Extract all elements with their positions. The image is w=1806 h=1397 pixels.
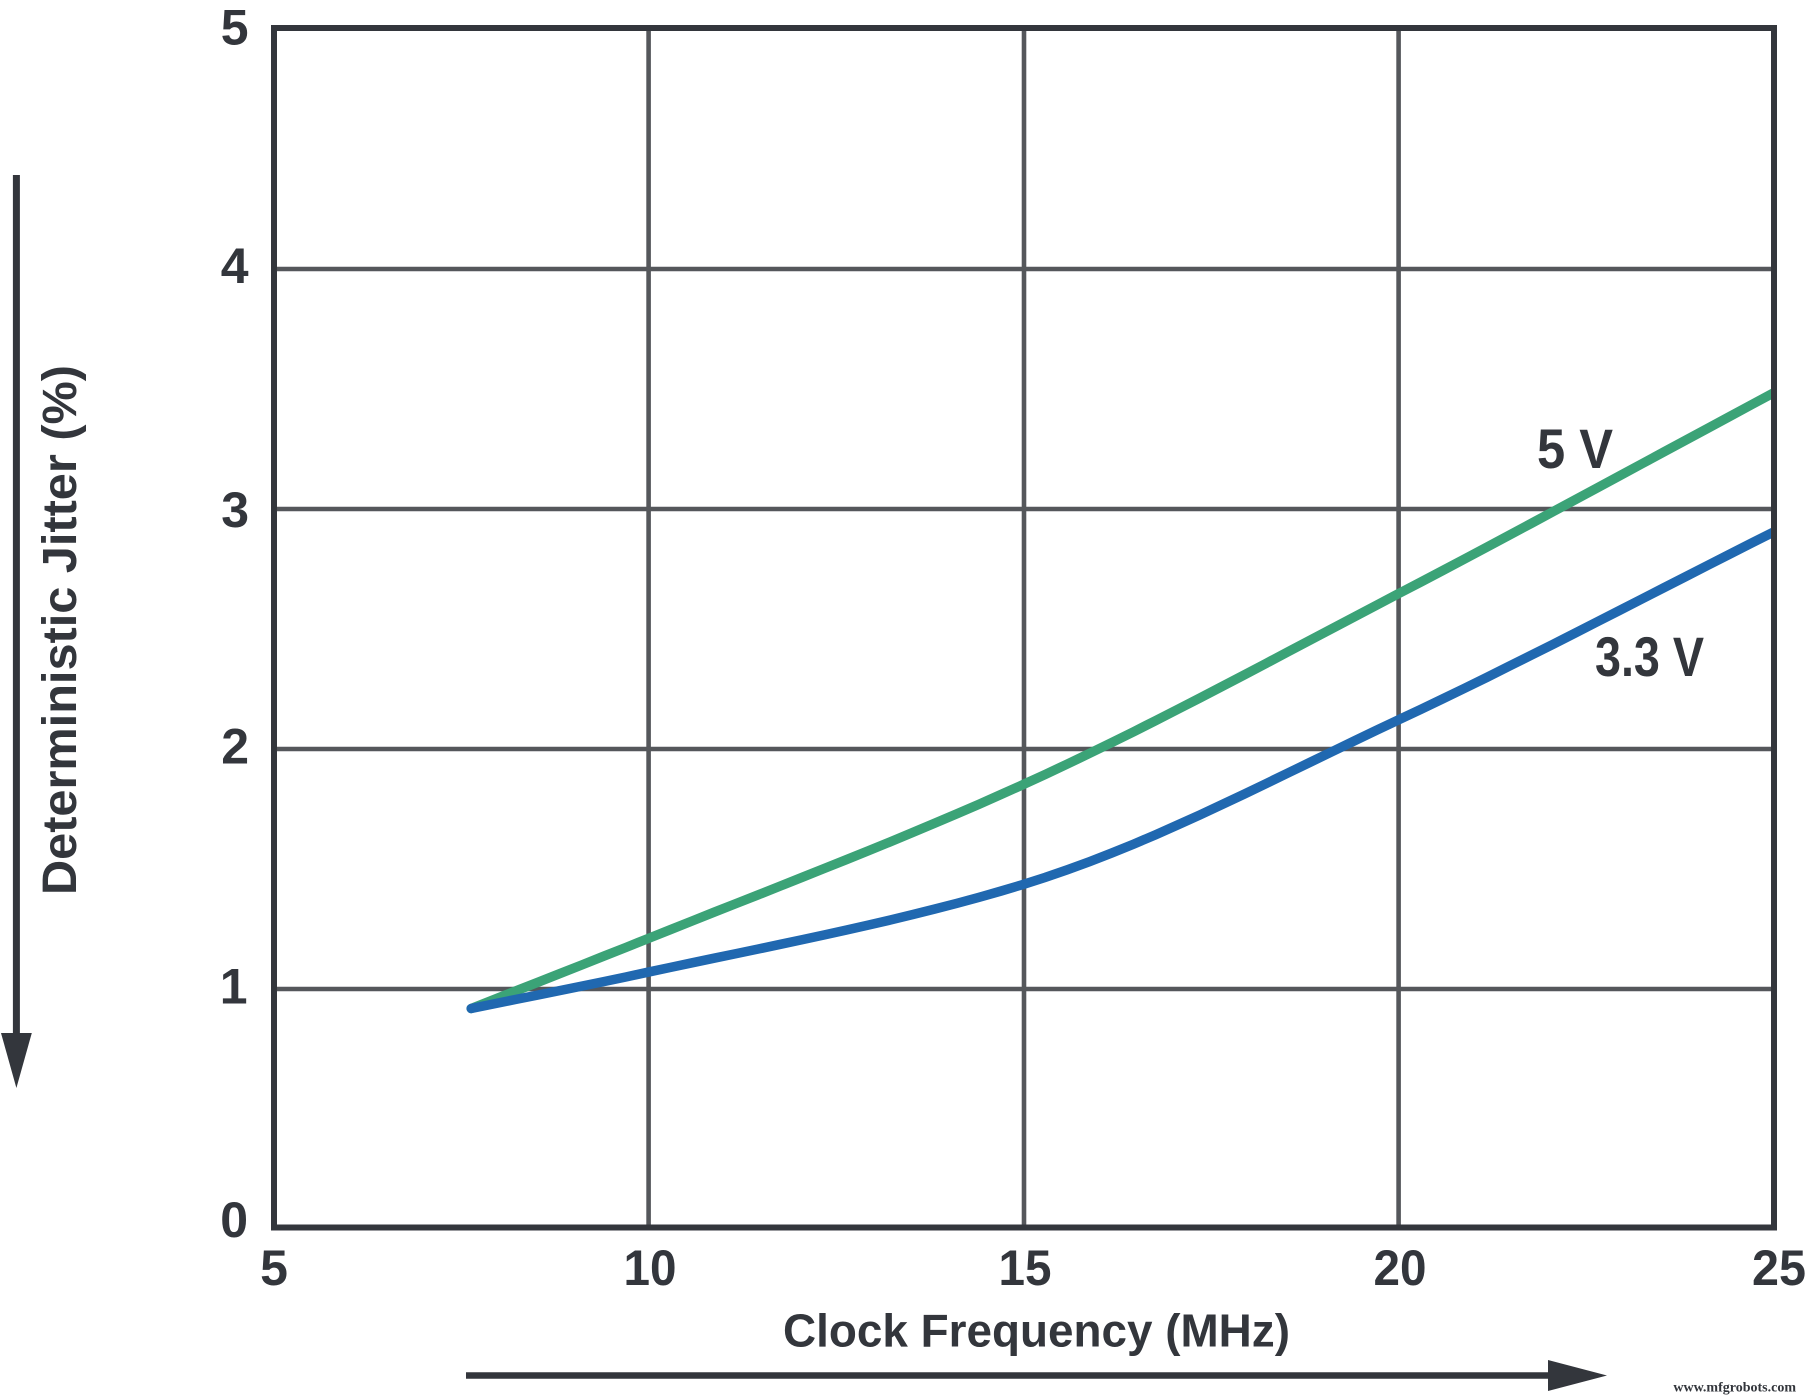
svg-text:www.mfgrobots.com: www.mfgrobots.com (1673, 1381, 1796, 1396)
svg-text:25: 25 (1752, 1240, 1806, 1296)
svg-text:1: 1 (220, 959, 248, 1015)
svg-text:15: 15 (999, 1240, 1052, 1296)
svg-text:0: 0 (220, 1192, 248, 1248)
svg-text:5: 5 (260, 1240, 288, 1296)
svg-text:4: 4 (221, 238, 249, 294)
svg-text:20: 20 (1374, 1240, 1427, 1296)
svg-text:2: 2 (221, 719, 249, 775)
svg-text:5: 5 (221, 0, 249, 56)
svg-text:10: 10 (624, 1240, 677, 1296)
svg-text:Deterministic Jitter (%): Deterministic Jitter (%) (34, 365, 87, 895)
svg-text:5 V: 5 V (1537, 417, 1613, 480)
svg-text:3.3 V: 3.3 V (1595, 625, 1704, 688)
svg-text:Clock Frequency (MHz): Clock Frequency (MHz) (783, 1305, 1290, 1357)
svg-text:3: 3 (221, 482, 249, 538)
